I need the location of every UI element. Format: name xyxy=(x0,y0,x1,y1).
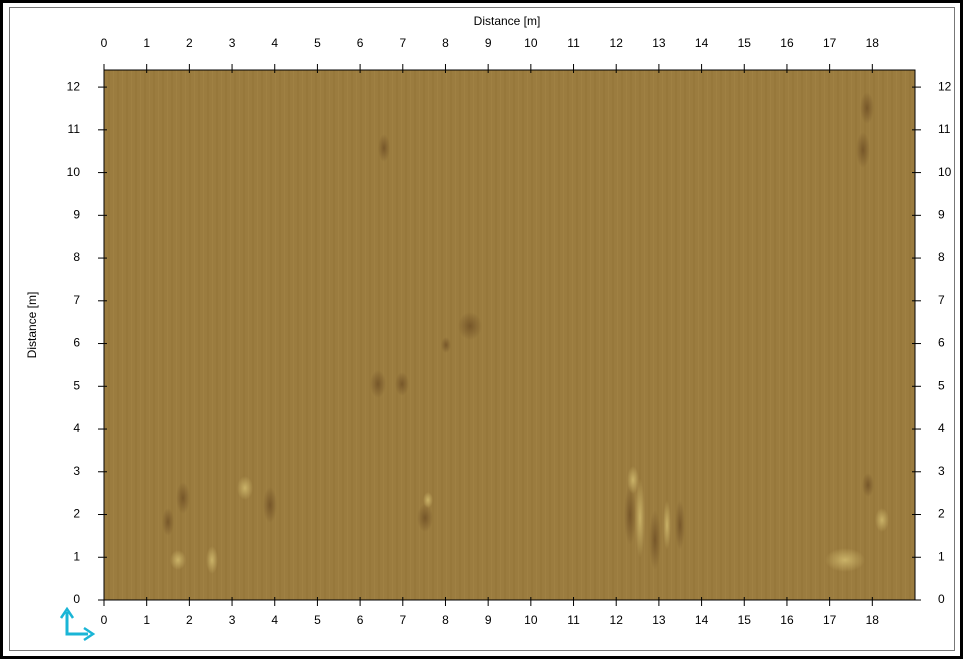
anomaly xyxy=(206,546,218,574)
anomaly xyxy=(370,370,386,398)
y-tick-label-right: 5 xyxy=(938,378,945,392)
anomaly xyxy=(423,492,433,508)
y-axis-title: Distance [m] xyxy=(25,292,39,359)
anomaly xyxy=(237,476,253,500)
x-tick-label-top: 14 xyxy=(695,36,709,50)
y-tick-label-left: 0 xyxy=(73,592,80,606)
x-axis-title: Distance [m] xyxy=(474,14,541,28)
x-tick-label-bottom: 2 xyxy=(186,613,193,627)
anomaly xyxy=(395,372,409,396)
anomaly xyxy=(875,508,889,532)
x-tick-label-bottom: 7 xyxy=(399,613,406,627)
x-tick-label-top: 3 xyxy=(229,36,236,50)
panel-frame xyxy=(9,7,955,651)
y-tick-label-right: 3 xyxy=(938,464,945,478)
x-tick-label-bottom: 1 xyxy=(143,613,150,627)
y-tick-label-left: 1 xyxy=(73,549,80,563)
x-tick-label-top: 17 xyxy=(823,36,837,50)
y-tick-label-right: 0 xyxy=(938,592,945,606)
anomaly xyxy=(649,510,661,570)
x-tick-label-top: 18 xyxy=(866,36,880,50)
anomaly xyxy=(417,504,433,532)
y-tick-label-right: 12 xyxy=(938,79,952,93)
x-tick-label-top: 7 xyxy=(399,36,406,50)
y-tick-label-left: 5 xyxy=(73,378,80,392)
y-tick-label-right: 7 xyxy=(938,293,945,307)
y-tick-label-left: 11 xyxy=(68,122,81,136)
anomaly xyxy=(176,482,190,514)
x-tick-label-bottom: 10 xyxy=(524,613,538,627)
anomaly xyxy=(663,500,671,550)
image-texture xyxy=(104,70,915,600)
x-tick-label-top: 13 xyxy=(652,36,666,50)
anomaly xyxy=(862,473,874,497)
plot-border xyxy=(103,69,916,601)
x-tick-label-top: 12 xyxy=(610,36,624,50)
y-tick-label-left: 7 xyxy=(73,293,80,307)
x-tick-label-bottom: 12 xyxy=(610,613,624,627)
x-tick-label-bottom: 8 xyxy=(442,613,449,627)
x-tick-label-bottom: 18 xyxy=(866,613,880,627)
y-tick-label-right: 9 xyxy=(938,207,945,221)
y-tick-label-right: 10 xyxy=(938,165,952,179)
y-tick-label-left: 2 xyxy=(73,507,80,521)
y-tick-label-right: 2 xyxy=(938,507,945,521)
anomaly xyxy=(856,132,870,168)
x-tick-label-bottom: 4 xyxy=(271,613,278,627)
anomaly xyxy=(635,478,645,558)
x-tick-label-bottom: 15 xyxy=(738,613,752,627)
x-tick-label-bottom: 6 xyxy=(357,613,364,627)
x-tick-label-bottom: 11 xyxy=(567,613,580,627)
x-tick-label-top: 1 xyxy=(143,36,150,50)
anomaly xyxy=(263,487,277,523)
plot-area xyxy=(103,69,916,601)
x-tick-label-top: 4 xyxy=(271,36,278,50)
x-tick-label-bottom: 5 xyxy=(314,613,321,627)
y-tick-label-left: 8 xyxy=(73,250,80,264)
anomaly xyxy=(627,466,639,494)
x-tick-label-top: 2 xyxy=(186,36,193,50)
anomaly xyxy=(378,134,390,162)
y-tick-label-left: 10 xyxy=(67,165,81,179)
y-tick-label-left: 4 xyxy=(73,421,80,435)
y-tick-label-left: 3 xyxy=(73,464,80,478)
x-tick-label-bottom: 13 xyxy=(652,613,666,627)
anomaly xyxy=(675,500,685,550)
y-tick-label-right: 4 xyxy=(938,421,945,435)
x-tick-label-bottom: 17 xyxy=(823,613,837,627)
anomaly xyxy=(170,550,186,570)
anomaly xyxy=(441,337,451,353)
y-tick-label-right: 1 xyxy=(938,549,945,563)
y-tick-label-right: 11 xyxy=(938,122,951,136)
x-tick-label-top: 5 xyxy=(314,36,321,50)
x-tick-label-bottom: 9 xyxy=(485,613,492,627)
anomaly xyxy=(162,508,174,536)
x-tick-label-bottom: 0 xyxy=(101,613,108,627)
x-tick-label-top: 6 xyxy=(357,36,364,50)
x-tick-label-top: 0 xyxy=(101,36,108,50)
x-tick-label-top: 16 xyxy=(780,36,794,50)
x-tick-label-top: 11 xyxy=(567,36,580,50)
y-tick-label-left: 6 xyxy=(73,336,80,350)
x-tick-label-bottom: 16 xyxy=(780,613,794,627)
x-tick-label-top: 10 xyxy=(524,36,538,50)
anomaly xyxy=(624,485,636,545)
anomaly xyxy=(825,548,865,572)
y-tick-label-right: 8 xyxy=(938,250,945,264)
x-tick-label-bottom: 14 xyxy=(695,613,709,627)
y-tick-label-right: 6 xyxy=(938,336,945,350)
anomaly xyxy=(860,92,874,124)
x-tick-label-bottom: 3 xyxy=(229,613,236,627)
anomaly xyxy=(458,312,482,340)
x-tick-label-top: 8 xyxy=(442,36,449,50)
x-tick-label-top: 9 xyxy=(485,36,492,50)
x-tick-label-top: 15 xyxy=(738,36,752,50)
y-tick-label-left: 9 xyxy=(73,207,80,221)
y-tick-label-left: 12 xyxy=(67,79,81,93)
compass-icon xyxy=(59,606,96,642)
